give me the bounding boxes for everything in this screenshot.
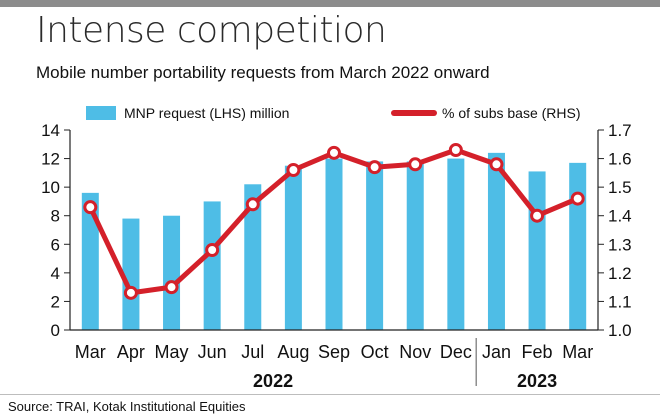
right-tick-label: 1.2 — [608, 264, 632, 283]
x-tick-label: Oct — [361, 342, 389, 362]
bottom-rule — [0, 394, 660, 395]
x-tick-label: Jun — [198, 342, 227, 362]
line-point-10 — [489, 157, 504, 172]
bar-aug-5 — [284, 165, 302, 330]
line-point-6 — [327, 145, 341, 160]
bar-jan-10 — [487, 152, 505, 330]
line-point-2 — [164, 280, 179, 295]
bar-oct-7 — [366, 161, 384, 330]
bar-apr-1 — [122, 218, 140, 330]
chart-svg: MNP request (LHS) million % of subs base… — [41, 105, 632, 391]
x-tick-label: Apr — [117, 342, 145, 362]
right-tick-label: 1.1 — [608, 292, 632, 311]
line-point-9 — [448, 143, 463, 157]
left-tick-label: 4 — [51, 264, 60, 283]
left-tick-label: 14 — [41, 121, 60, 140]
right-tick-label: 1.0 — [608, 321, 632, 340]
legend-bar-label: MNP request (LHS) million — [124, 105, 289, 121]
line-point-3 — [205, 243, 220, 257]
x-tick-label: Nov — [399, 342, 431, 362]
x-tick-label: Jan — [482, 342, 511, 362]
right-tick-label: 1.6 — [608, 150, 632, 169]
left-tick-label: 8 — [51, 207, 60, 226]
right-tick-label: 1.5 — [608, 178, 632, 197]
right-tick-label: 1.4 — [608, 207, 632, 226]
x-tick-label: Jul — [241, 342, 264, 362]
top-rule — [0, 0, 660, 7]
x-tick-label: Feb — [522, 342, 553, 362]
x-tick-label: Sep — [318, 342, 350, 362]
axis-labels: 0 2 4 6 8 10 12 14 1.0 1.1 1.2 1.3 1.4 1.5 1.6 1.7 Mar Ap… — [41, 121, 632, 391]
line-point-12 — [570, 191, 585, 206]
year-label: 2023 — [517, 371, 557, 391]
right-tick-label: 1.7 — [608, 121, 632, 140]
bar-sep-6 — [325, 158, 343, 330]
x-tick-label: May — [155, 342, 189, 362]
x-tick-label: Mar — [75, 342, 106, 362]
bar-mar-0 — [81, 192, 99, 330]
left-tick-label: 6 — [51, 235, 60, 254]
chart-subtitle: Mobile number portability requests from … — [36, 63, 490, 82]
bar-may-2 — [163, 215, 181, 330]
line-point-0 — [83, 200, 98, 215]
chart-title: Intense competition — [36, 10, 387, 51]
bar-mar-12 — [569, 162, 587, 330]
right-tick-label: 1.3 — [608, 235, 632, 254]
line-point-7 — [367, 160, 382, 175]
line-point-5 — [286, 163, 301, 177]
bar-nov-8 — [406, 161, 424, 330]
left-tick-label: 12 — [41, 150, 60, 169]
bar-feb-11 — [528, 171, 546, 330]
line-series — [83, 143, 585, 300]
source-note: Source: TRAI, Kotak Institutional Equiti… — [8, 399, 246, 414]
x-tick-label: Mar — [562, 342, 593, 362]
left-tick-label: 0 — [51, 321, 60, 340]
year-label: 2022 — [253, 371, 293, 391]
line-point-1 — [123, 285, 138, 300]
x-tick-label: Dec — [440, 342, 472, 362]
bar-series — [81, 152, 587, 330]
left-tick-label: 2 — [51, 292, 60, 311]
bar-dec-9 — [447, 158, 465, 330]
legend: MNP request (LHS) million % of subs base… — [86, 105, 581, 121]
left-tick-label: 10 — [41, 178, 60, 197]
x-tick-label: Aug — [277, 342, 309, 362]
bar-jun-3 — [203, 201, 221, 330]
line-point-8 — [408, 157, 423, 172]
legend-line-label: % of subs base (RHS) — [442, 105, 581, 121]
legend-bar-swatch — [86, 106, 116, 120]
axes — [64, 129, 604, 386]
line-point-4 — [245, 197, 260, 212]
line-point-11 — [530, 208, 545, 223]
bar-jul-4 — [244, 184, 262, 330]
